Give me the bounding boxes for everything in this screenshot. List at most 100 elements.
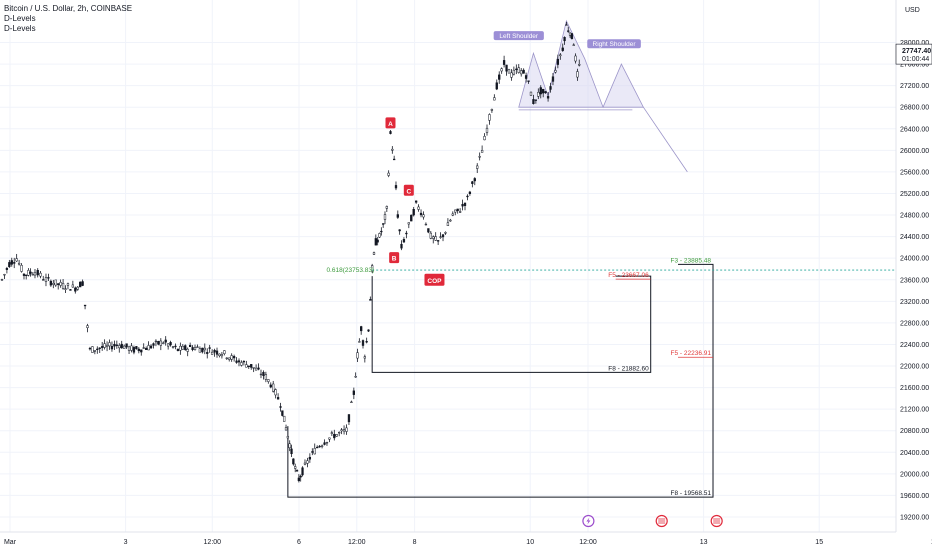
candle-body	[454, 209, 457, 213]
candle-body	[66, 283, 70, 286]
candle-body	[432, 236, 435, 239]
candle-body	[532, 99, 535, 104]
time-tick-label: 12:00	[204, 539, 222, 546]
fib-boxes: F5 - 23667.06 F8 - 21882.60 F3 - 23885.48 F…	[287, 257, 714, 498]
candle-body	[311, 451, 314, 453]
candle-body	[330, 432, 334, 434]
time-tick-label: 12:00	[579, 539, 597, 546]
candle-body	[96, 348, 99, 351]
candle-body	[115, 344, 118, 346]
candle-body	[510, 72, 513, 78]
price-tick-label: 22800.00	[900, 320, 929, 327]
candle-body	[284, 427, 288, 431]
wave-b-bg	[389, 252, 400, 264]
candle-body	[405, 232, 408, 235]
candle-body	[283, 415, 286, 422]
candle-body	[69, 289, 72, 291]
candle-body	[295, 470, 299, 472]
candle-body	[91, 346, 94, 353]
projection-line	[643, 106, 688, 173]
candle-body	[252, 367, 255, 369]
candle-body	[269, 384, 272, 388]
candle-body	[422, 214, 425, 218]
candle-body	[184, 345, 187, 350]
price-axis[interactable]: USD 19200.00 19600.00 20000.00 20400.00 20800…	[895, 0, 932, 550]
candle-body	[152, 343, 155, 346]
candle-body	[369, 299, 372, 301]
candle-body	[247, 365, 250, 368]
candle-body	[515, 68, 518, 70]
price-tick-label: 24800.00	[900, 213, 929, 220]
time-tick-label: 8	[413, 539, 417, 546]
candle-body	[264, 374, 268, 380]
candle-body	[297, 477, 301, 482]
candle-body	[274, 389, 277, 396]
candle-body	[103, 343, 106, 348]
candle-body	[196, 346, 199, 348]
price-tick-label: 28000.00	[900, 40, 929, 47]
candle-body	[488, 114, 491, 121]
fib-618-label: 0.618(23753.83)	[326, 267, 374, 274]
candle-body	[376, 239, 379, 243]
candle-body	[446, 222, 450, 226]
candle-body	[316, 446, 319, 449]
candle-body	[137, 348, 140, 352]
candle-body	[436, 240, 440, 242]
candle-body	[186, 348, 189, 352]
candle-body	[3, 274, 6, 276]
candle-body	[500, 68, 503, 72]
head-and-shoulders-pattern: Left ShoulderHeadRight Shoulder	[493, 19, 688, 173]
candle-body	[456, 208, 459, 211]
candle-body	[290, 448, 293, 455]
indicator-label-2[interactable]: D-Levels	[4, 24, 36, 33]
candle-body	[232, 356, 236, 359]
wave-a-label: A	[388, 121, 393, 128]
candle-body	[188, 344, 192, 347]
time-axis[interactable]: Mar312:00612:0081012:0013151712:00202224…	[0, 531, 932, 546]
candle-body	[59, 282, 62, 286]
candle-body	[449, 219, 452, 222]
candle-body	[250, 364, 253, 368]
candle-body	[179, 345, 182, 351]
candle-body	[478, 156, 481, 158]
candle-body	[498, 74, 501, 80]
candle-body	[286, 436, 290, 439]
price-tick-label: 20400.00	[900, 450, 929, 457]
left-shoulder-label: Left Shoulder	[499, 33, 539, 40]
candle-body	[578, 64, 581, 66]
candle-body	[505, 64, 508, 72]
fib-box-large	[287, 263, 714, 498]
candle-body	[340, 429, 343, 432]
candle-body	[517, 67, 520, 73]
candle-body	[39, 272, 42, 277]
candle-body	[228, 357, 231, 360]
candle-body	[22, 273, 26, 276]
candle-body	[534, 99, 538, 101]
candle-body	[42, 279, 45, 281]
candle-body	[276, 397, 280, 400]
candle-body	[98, 347, 101, 349]
price-tick-label: 26800.00	[900, 105, 929, 112]
candle-body	[108, 342, 111, 347]
price-tick-label: 19600.00	[900, 493, 929, 500]
last-price-tag	[895, 43, 932, 65]
candle-body	[429, 232, 432, 239]
candle-body	[25, 274, 28, 276]
candle-body	[223, 350, 226, 354]
price-tick-label: 20800.00	[900, 428, 929, 435]
price-tick-label: 19200.00	[900, 515, 929, 522]
candle-body	[36, 269, 39, 276]
fib-label-f8-large: F8 - 19568.51	[671, 490, 712, 497]
candle-body	[176, 348, 180, 351]
candle-body	[147, 345, 150, 351]
right-shoulder-label-bg	[587, 39, 641, 49]
candle-body	[466, 195, 469, 198]
candle-body	[76, 286, 79, 290]
candle-body	[299, 475, 302, 478]
candle-body	[374, 238, 377, 246]
indicator-label-1[interactable]: D-Levels	[4, 14, 36, 23]
symbol-title[interactable]: Bitcoin / U.S. Dollar, 2h, COINBASE	[4, 4, 133, 13]
chart-grid	[0, 0, 896, 532]
candle-body	[352, 390, 355, 395]
